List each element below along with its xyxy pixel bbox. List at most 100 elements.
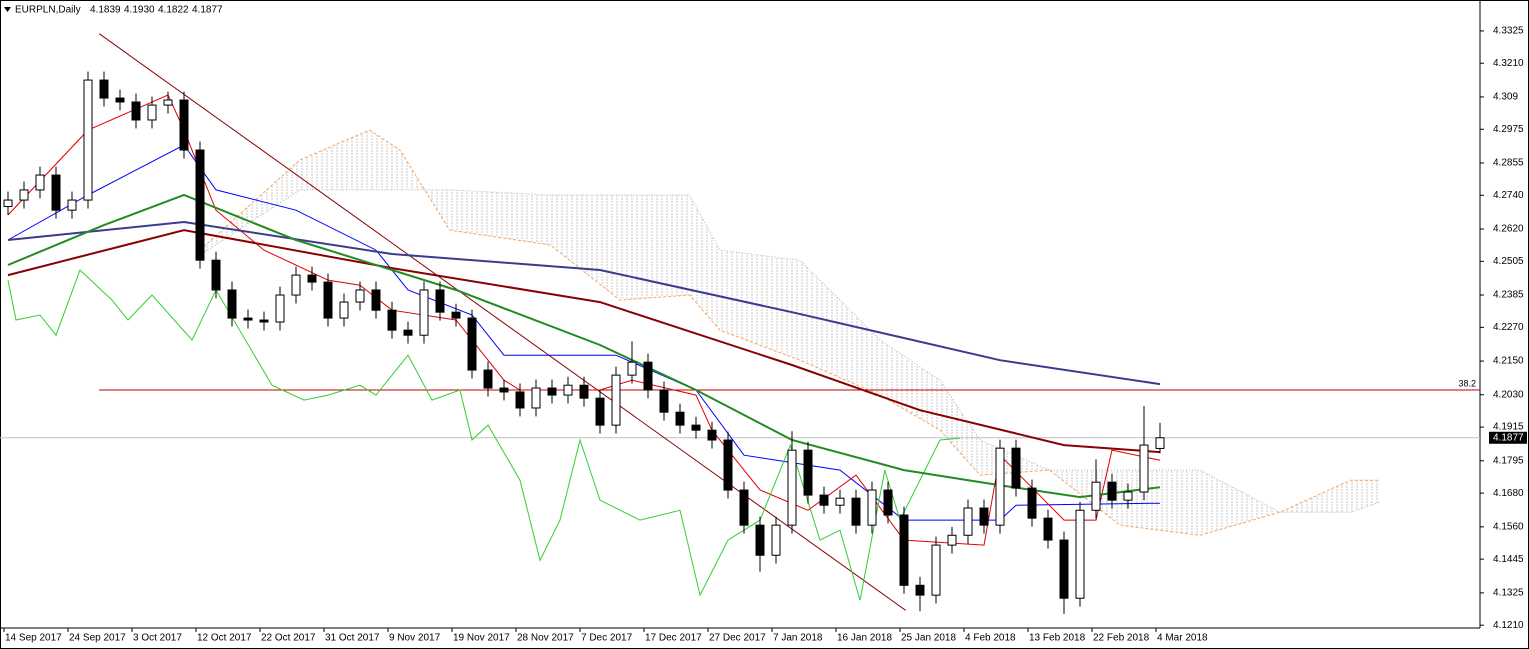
y-tick-label: 4.1325 [1493,588,1524,599]
candle-body [643,361,653,391]
x-tick-label: 27 Dec 2017 [709,633,766,644]
fibo-level-label: 38.2 [1458,378,1476,388]
candle-body [803,449,813,496]
candle-body [771,524,781,556]
y-tick-label: 4.1915 [1493,422,1524,433]
candle-body [163,99,173,106]
moving-average [7,220,1161,386]
candle-body [67,199,77,211]
candle-body [355,289,365,303]
candle-body [307,274,317,283]
candle-body [947,534,957,546]
candle-body [1059,539,1069,599]
candle-body [883,489,893,516]
candle-body [1107,481,1117,501]
candle-body [739,489,749,526]
candle-body [995,447,1005,526]
x-tick-label: 31 Oct 2017 [325,633,380,644]
y-tick-label: 4.3210 [1493,58,1524,69]
last-price-label: 4.1877 [1493,432,1524,443]
candle-body [419,289,429,336]
y-tick-label: 4.2740 [1493,190,1524,201]
candle-body [83,79,93,201]
x-tick-label: 9 Nov 2017 [389,633,441,644]
y-tick-label: 4.3325 [1493,26,1524,37]
candle-body [563,384,573,396]
x-tick-label: 12 Oct 2017 [197,633,252,644]
y-tick-label: 4.1560 [1493,521,1524,532]
candle-body [723,439,733,491]
candle-body [675,411,685,426]
candle-body [899,514,909,586]
span-b [199,189,1381,513]
candle-body [435,289,445,313]
candle-body [755,524,765,556]
candle-body [579,384,589,399]
candle-body [51,174,61,211]
candle-body [867,489,877,526]
y-tick-label: 4.309 [1493,92,1518,103]
candle-body [211,259,221,291]
y-tick-label: 4.2855 [1493,158,1524,169]
candle-body [1123,491,1133,501]
y-tick-label: 4.1210 [1493,620,1524,631]
y-tick-label: 4.1795 [1493,455,1524,466]
candle-body [131,101,141,121]
x-tick-label: 22 Oct 2017 [261,633,316,644]
candle-body [467,317,477,371]
x-tick-label: 3 Oct 2017 [133,633,182,644]
candle-body [691,424,701,431]
x-tick-label: 14 Sep 2017 [5,633,62,644]
candle-body [819,494,829,506]
candle-body [979,507,989,526]
candle-body [515,391,525,409]
y-tick-label: 4.1680 [1493,488,1524,499]
candle-body [339,301,349,319]
menu-arrow[interactable] [4,7,11,12]
y-tick-label: 4.2030 [1493,389,1524,400]
x-tick-label: 7 Dec 2017 [581,633,633,644]
candle-body [35,174,45,191]
ohlc-header: 4.1839 4.1930 4.1822 4.1877 [90,5,223,16]
candle-body [1091,481,1101,511]
candle-body [547,387,557,396]
candle-body [99,79,109,99]
candle-body [707,429,717,441]
x-tick-label: 24 Sep 2017 [69,633,126,644]
candle-body [851,497,861,526]
ohlc-value: 4.1930 [124,5,155,16]
candle-body [227,289,237,319]
x-tick-label: 16 Jan 2018 [837,633,892,644]
candle-body [403,329,413,336]
y-tick-label: 4.1445 [1493,554,1524,565]
candle-body [483,369,493,389]
candle-body [1043,517,1053,541]
candle-body [963,507,973,536]
span-a [199,129,1380,536]
candle-body [1155,437,1165,449]
x-tick-label: 7 Jan 2018 [773,633,823,644]
ichimoku-line [7,144,1161,521]
candle-body [323,281,333,319]
candle-body [259,319,269,323]
y-tick-label: 4.2620 [1493,224,1524,235]
chart-title: EURPLN,Daily [15,5,81,16]
candle-body [931,544,941,596]
ohlc-value: 4.1877 [192,5,223,16]
candle-body [915,584,925,596]
candle-body [147,104,157,121]
candle-body [835,497,845,506]
candle-body [451,311,461,319]
ichimoku-line [7,269,961,601]
candle-body [499,387,509,393]
candle-body [1011,447,1021,489]
candle-body [371,289,381,311]
candle-body [1139,444,1149,493]
candle-body [627,361,637,376]
candle-body [595,397,605,426]
y-tick-label: 4.2150 [1493,356,1524,367]
x-tick-label: 19 Nov 2017 [453,633,510,644]
candle-body [531,387,541,409]
candle-body [115,97,125,103]
